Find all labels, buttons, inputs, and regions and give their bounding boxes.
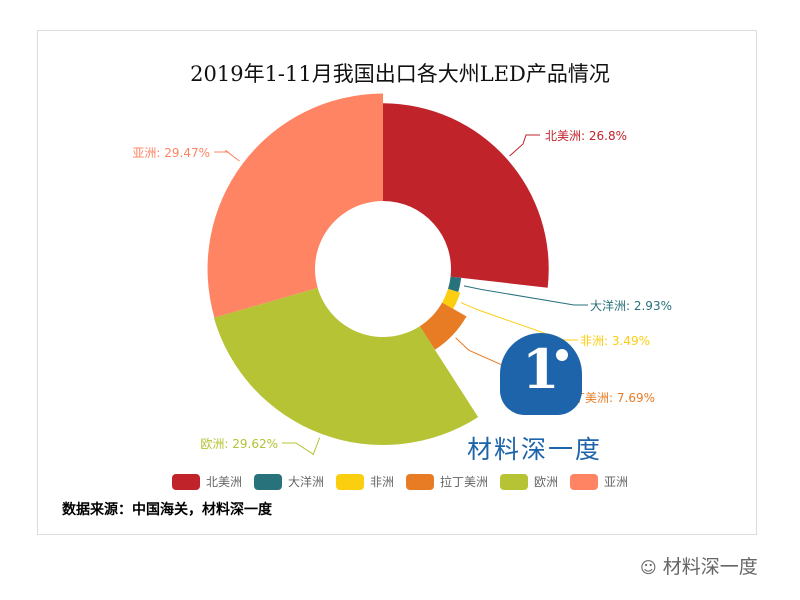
label-line-2 xyxy=(460,302,578,341)
slice-label-0: 北美洲: 26.8% xyxy=(545,129,627,143)
slice-4 xyxy=(213,287,479,446)
legend: 北美洲 大洋洲 非洲 拉丁美洲 欧洲 亚洲 xyxy=(0,473,800,490)
logo-mark: 1 xyxy=(522,337,560,401)
wechat-watermark: ☺ 材料深一度 xyxy=(640,552,758,579)
watermark-text: 材料深一度 xyxy=(662,556,758,578)
brand-logo: 1 xyxy=(500,333,582,415)
legend-item-4[interactable]: 欧洲 xyxy=(500,473,558,490)
legend-label: 北美洲 xyxy=(205,475,242,489)
slice-label-1: 大洋洲: 2.93% xyxy=(590,298,672,313)
slice-label-4: 欧洲: 29.62% xyxy=(200,437,278,451)
logo-dot xyxy=(556,349,568,361)
slice-label-5: 亚洲: 29.47% xyxy=(132,146,210,160)
legend-swatch xyxy=(500,473,529,490)
legend-swatch xyxy=(570,473,599,490)
chart-title: 2019年1-11月我国出口各大州LED产品情况 xyxy=(190,62,610,86)
legend-label: 大洋洲 xyxy=(287,475,324,489)
legend-label: 拉丁美洲 xyxy=(440,475,489,489)
legend-item-2[interactable]: 非洲 xyxy=(335,473,394,490)
legend-label: 亚洲 xyxy=(604,475,629,489)
legend-item-1[interactable]: 大洋洲 xyxy=(253,473,324,490)
label-line-4 xyxy=(282,437,321,456)
wechat-icon: ☺ xyxy=(640,558,657,577)
data-source: 数据来源：中国海关，材料深一度 xyxy=(62,502,272,518)
legend-item-5[interactable]: 亚洲 xyxy=(570,473,628,490)
legend-label: 非洲 xyxy=(369,475,394,489)
slice-0 xyxy=(383,103,549,288)
slice-5 xyxy=(207,93,383,318)
slice-label-2: 非洲: 3.49% xyxy=(580,334,650,348)
legend-label: 欧洲 xyxy=(534,475,559,489)
chart-frame xyxy=(37,30,757,535)
slice-3 xyxy=(419,302,467,350)
legend-swatch xyxy=(171,473,200,490)
legend-swatch xyxy=(406,473,434,490)
slice-label-3: 拉丁美洲: 7.69% xyxy=(561,390,655,405)
label-line-1 xyxy=(463,285,588,306)
legend-swatch xyxy=(253,473,282,490)
label-line-0 xyxy=(509,134,540,157)
label-line-5 xyxy=(214,149,240,162)
slice-1 xyxy=(448,276,462,293)
legend-swatch xyxy=(335,473,364,490)
brand-name: 材料深一度 xyxy=(467,435,603,464)
legend-item-3[interactable]: 拉丁美洲 xyxy=(406,473,488,490)
legend-item-0[interactable]: 北美洲 xyxy=(171,473,242,490)
slice-2 xyxy=(442,288,461,309)
